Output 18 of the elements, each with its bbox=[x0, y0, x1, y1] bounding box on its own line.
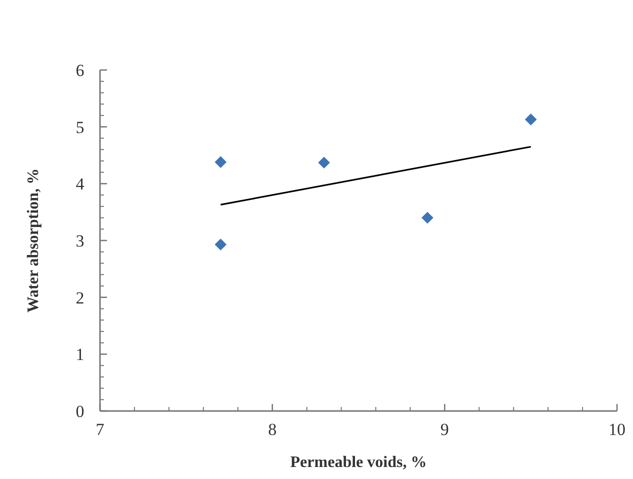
y-axis-title: Water absorption, % bbox=[25, 168, 42, 313]
y-tick-label: 0 bbox=[76, 402, 84, 421]
point bbox=[524, 114, 537, 126]
y-tick-label: 1 bbox=[76, 345, 84, 364]
x-tick-label: 7 bbox=[96, 420, 105, 439]
x-tick-label: 10 bbox=[608, 420, 626, 439]
point bbox=[214, 238, 227, 250]
y-tick-label: 4 bbox=[76, 174, 85, 194]
y-tick-label: 6 bbox=[76, 60, 84, 80]
point bbox=[318, 156, 330, 169]
y-tick-label: 3 bbox=[76, 231, 84, 250]
y-tick-label: 5 bbox=[76, 118, 84, 137]
x-tick-label: 8 bbox=[268, 420, 277, 439]
y-tick-label: 2 bbox=[76, 288, 84, 308]
x-tick-label: 9 bbox=[440, 420, 449, 439]
point bbox=[214, 156, 227, 168]
point bbox=[422, 212, 434, 224]
x-axis-title: Permeable voids, % bbox=[290, 454, 427, 471]
